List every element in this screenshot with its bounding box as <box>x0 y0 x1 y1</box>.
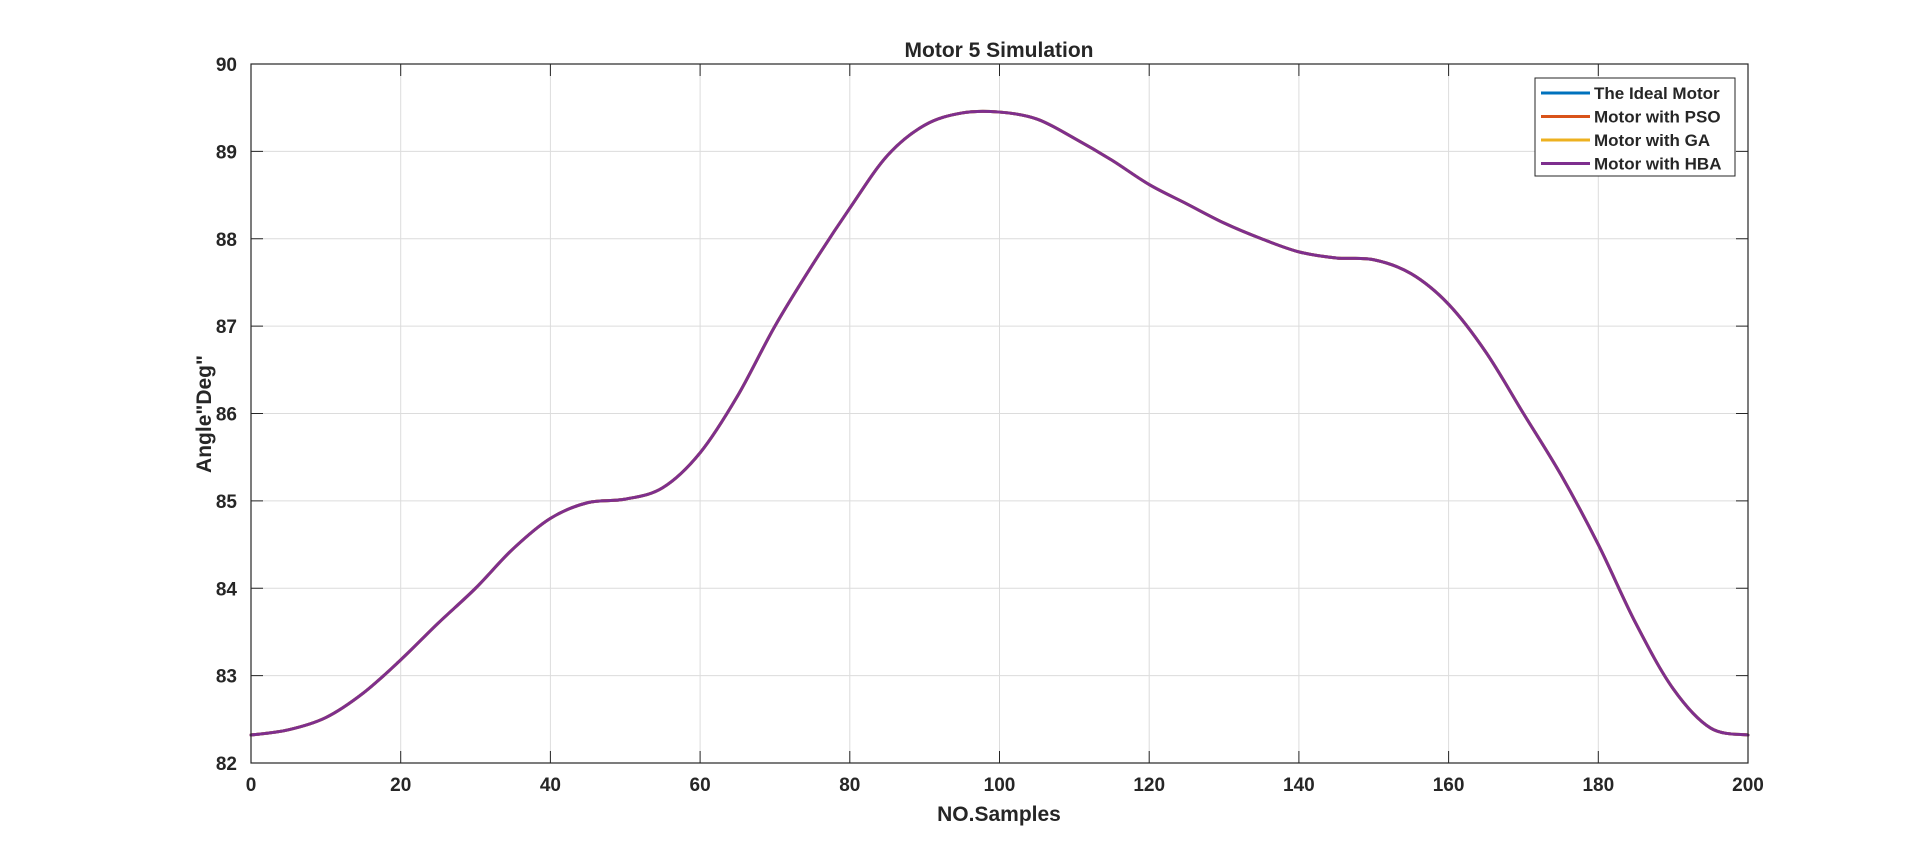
x-tick-label: 200 <box>1732 775 1764 796</box>
x-tick-label: 0 <box>246 775 257 796</box>
y-tick-label: 90 <box>216 55 237 76</box>
legend-label-motor-with-ga: Motor with GA <box>1594 131 1710 150</box>
chart-title: Motor 5 Simulation <box>905 39 1094 62</box>
y-tick-label: 83 <box>216 667 237 688</box>
legend: The Ideal Motor Motor with PSO Motor with … <box>1534 77 1736 177</box>
y-tick-label: 84 <box>216 579 238 600</box>
y-tick-label: 88 <box>216 230 237 251</box>
y-tick-label: 82 <box>216 754 237 775</box>
y-axis-label: Angle"Deg" <box>193 355 216 473</box>
x-tick-label: 180 <box>1582 775 1614 796</box>
legend-label-motor-with-hba: Motor with HBA <box>1594 155 1721 174</box>
axis-ticks <box>250 63 1749 764</box>
x-tick-label: 160 <box>1433 775 1465 796</box>
series-lines <box>249 109 1750 737</box>
legend-label-the-ideal-motor: The Ideal Motor <box>1594 84 1720 103</box>
x-tick-label: 40 <box>540 775 561 796</box>
y-tick-label: 85 <box>216 492 238 513</box>
x-tick-label: 120 <box>1133 775 1165 796</box>
x-axis-label: NO.Samples <box>937 803 1061 826</box>
series-line-motor-with-hba <box>249 109 1750 737</box>
y-tick-label: 86 <box>216 405 237 426</box>
x-tick-label: 100 <box>984 775 1016 796</box>
x-tick-label: 60 <box>690 775 711 796</box>
legend-label-motor-with-pso: Motor with PSO <box>1594 108 1721 127</box>
y-tick-label: 87 <box>216 317 237 338</box>
x-tick-label: 140 <box>1283 775 1315 796</box>
x-tick-label: 20 <box>390 775 411 796</box>
y-tick-label: 89 <box>216 142 237 163</box>
x-tick-label: 80 <box>839 775 860 796</box>
tick-labels: 0 20 40 60 80 100 120 140 160 180 200 82 83 84 85 86 87 8… <box>216 55 1764 796</box>
